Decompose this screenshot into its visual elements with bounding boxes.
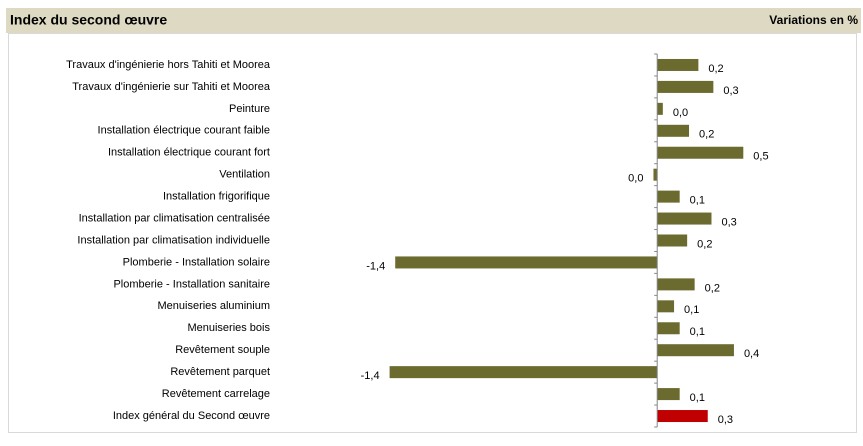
data-label: 0,3 <box>721 216 736 228</box>
bar <box>657 190 680 203</box>
data-label: 0,1 <box>690 326 705 338</box>
chart-title: Index du second œuvre <box>10 12 167 28</box>
category-label: Travaux d'ingénierie sur Tahiti et Moore… <box>72 81 271 93</box>
category-label: Plomberie - Installation solaire <box>123 256 270 268</box>
category-label: Installation électrique courant fort <box>108 147 270 159</box>
bar <box>657 124 690 137</box>
category-label: Revêtement carrelage <box>162 388 270 400</box>
data-label: 0,3 <box>718 414 733 426</box>
plot-frame <box>8 33 857 433</box>
category-label: Menuiseries bois <box>187 322 270 334</box>
category-label: Menuiseries aluminium <box>158 300 271 312</box>
data-label: -1,4 <box>361 370 380 382</box>
bar <box>657 278 695 291</box>
bar <box>657 58 699 71</box>
category-label: Plomberie - Installation sanitaire <box>113 278 270 290</box>
chart-subtitle: Variations en % <box>769 13 858 27</box>
data-label: 0,2 <box>705 282 720 294</box>
bar <box>657 102 663 115</box>
bar <box>395 256 658 269</box>
bar <box>657 80 714 93</box>
data-label: 0,1 <box>684 304 699 316</box>
bar <box>657 234 688 247</box>
data-label: 0,0 <box>673 107 688 119</box>
header-bar <box>6 8 861 33</box>
bar <box>657 388 680 401</box>
category-label: Installation par climatisation individue… <box>77 234 270 246</box>
data-label: 0,2 <box>697 238 712 250</box>
bar <box>657 344 734 357</box>
data-label: 0,3 <box>723 85 738 97</box>
category-label: Revêtement parquet <box>170 366 270 378</box>
category-label: Revêtement souple <box>175 344 270 356</box>
category-label: Travaux d'ingénierie hors Tahiti et Moor… <box>66 59 271 71</box>
data-label: 0,0 <box>628 173 643 185</box>
category-label: Ventilation <box>219 169 270 181</box>
bar <box>653 168 658 181</box>
category-label: Peinture <box>229 103 270 115</box>
data-label: -1,4 <box>366 260 385 272</box>
data-label: 0,2 <box>708 63 723 75</box>
data-label: 0,5 <box>753 151 768 163</box>
data-label: 0,1 <box>690 392 705 404</box>
bar <box>657 212 712 225</box>
bar <box>657 410 708 423</box>
data-label: 0,4 <box>744 348 759 360</box>
bar <box>657 300 675 313</box>
category-label: Installation par climatisation centralis… <box>79 212 270 224</box>
bar <box>657 322 680 335</box>
bar <box>389 366 658 379</box>
bar <box>657 146 744 159</box>
data-label: 0,1 <box>690 195 705 207</box>
category-label: Installation frigorifique <box>163 191 270 203</box>
data-label: 0,2 <box>699 129 714 141</box>
category-label: Installation électrique courant faible <box>98 125 270 137</box>
category-label: Index général du Second œuvre <box>113 410 270 422</box>
